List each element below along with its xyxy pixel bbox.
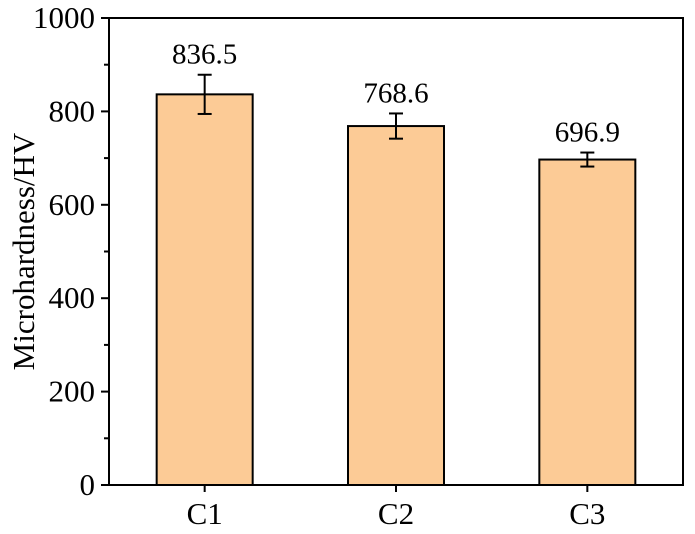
x-ticks-layer: C1 C2 C3 (187, 485, 605, 531)
axis-layer: 0 200 400 600 800 1000 C1 C2 C3 (33, 0, 684, 531)
bar-c2 (347, 125, 445, 486)
y-tick-label: 1000 (33, 0, 95, 35)
x-tick-label-c1: C1 (187, 496, 223, 531)
bars-layer (155, 93, 637, 487)
y-ticks-layer: 0 200 400 600 800 1000 (33, 0, 109, 502)
error-bar-c2 (389, 112, 403, 140)
y-tick-label: 0 (80, 467, 96, 502)
bar-c3 (538, 158, 637, 486)
value-label-c3: 696.9 (555, 117, 620, 149)
y-tick-label: 400 (49, 280, 96, 315)
y-tick-label: 200 (49, 374, 96, 409)
x-tick-label-c3: C3 (569, 496, 605, 531)
y-tick-label: 600 (49, 187, 96, 222)
value-label-c2: 768.6 (363, 77, 428, 109)
value-labels-layer: 836.5 768.6 696.9 (172, 39, 620, 149)
bar-c1 (155, 93, 254, 487)
x-tick-label-c2: C2 (378, 496, 414, 531)
error-bars-layer (197, 73, 595, 168)
value-label-c1: 836.5 (172, 39, 237, 71)
error-bar-c3 (580, 151, 595, 168)
y-tick-label: 800 (49, 93, 96, 128)
error-bar-c1 (197, 73, 212, 115)
y-axis-title: Microhardness/HV (6, 132, 41, 370)
